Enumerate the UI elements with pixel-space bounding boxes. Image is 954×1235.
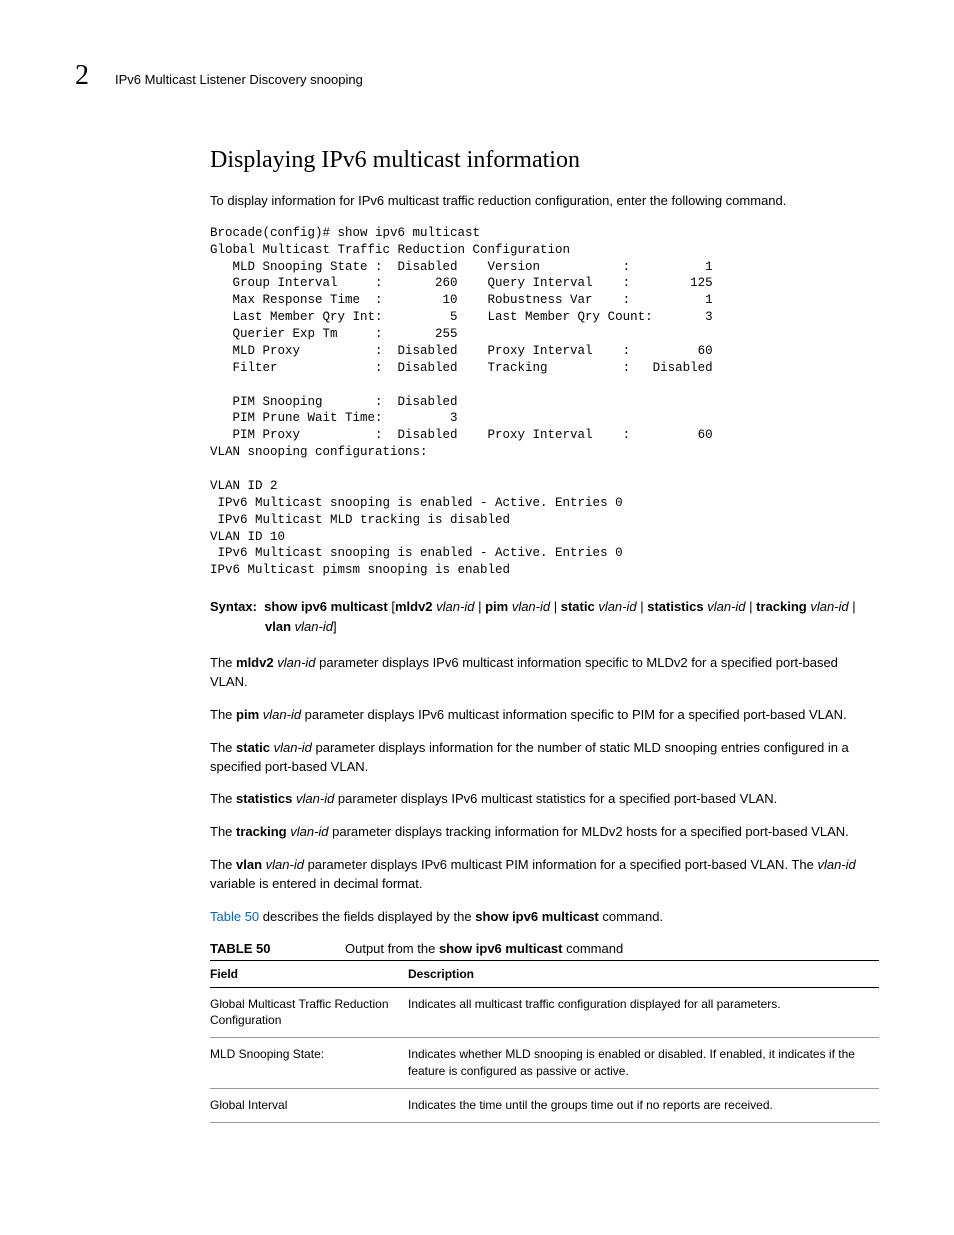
table-reference: Table 50 describes the fields displayed …	[210, 908, 879, 927]
breadcrumb: IPv6 Multicast Listener Discovery snoopi…	[115, 72, 363, 87]
param-text: The vlan vlan-id parameter displays IPv6…	[210, 856, 879, 894]
param-text: The pim vlan-id parameter displays IPv6 …	[210, 706, 879, 725]
main-content: Displaying IPv6 multicast information To…	[210, 147, 879, 1123]
param-text: The tracking vlan-id parameter displays …	[210, 823, 879, 842]
table-row: MLD Snooping State:Indicates whether MLD…	[210, 1038, 879, 1089]
page-header: 2 IPv6 Multicast Listener Discovery snoo…	[75, 60, 879, 92]
chapter-number: 2	[75, 60, 115, 92]
output-table: Field Description Global Multicast Traff…	[210, 960, 879, 1123]
syntax-line: Syntax: show ipv6 multicast [mldv2 vlan-…	[210, 597, 879, 636]
table-row: Global IntervalIndicates the time until …	[210, 1088, 879, 1122]
param-text: The mldv2 vlan-id parameter displays IPv…	[210, 654, 879, 692]
intro-text: To display information for IPv6 multicas…	[210, 192, 879, 211]
param-text: The statistics vlan-id parameter display…	[210, 790, 879, 809]
th-desc: Description	[408, 960, 879, 987]
table-link[interactable]: Table 50	[210, 909, 259, 924]
param-text: The static vlan-id parameter displays in…	[210, 739, 879, 777]
table-caption: TABLE 50Output from the show ipv6 multic…	[210, 941, 879, 956]
th-field: Field	[210, 960, 408, 987]
code-block: Brocade(config)# show ipv6 multicast Glo…	[210, 225, 879, 579]
table-row: Global Multicast Traffic Reduction Confi…	[210, 987, 879, 1038]
page-title: Displaying IPv6 multicast information	[210, 147, 879, 174]
